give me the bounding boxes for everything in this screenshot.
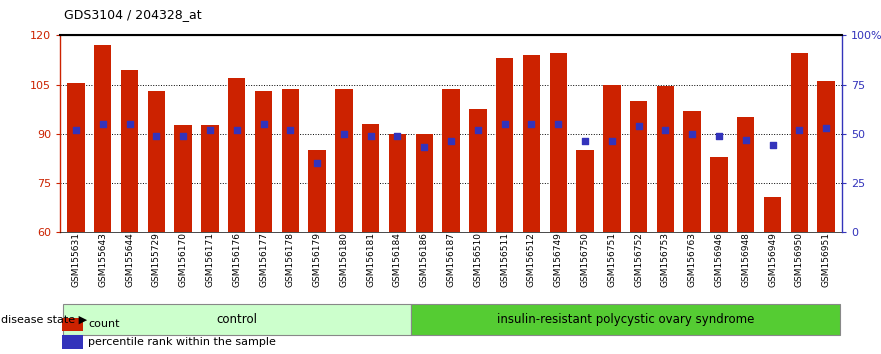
Text: GSM156176: GSM156176 (233, 232, 241, 287)
Bar (522, 55, 540, 232)
Point (578, 139, 592, 144)
Point (766, 143, 780, 148)
Point (149, 133, 163, 138)
Text: GSM155644: GSM155644 (125, 232, 134, 287)
Point (712, 133, 726, 138)
Bar (308, 150, 326, 232)
Point (337, 131, 351, 136)
Point (69, 127, 83, 132)
Text: GSM156949: GSM156949 (768, 232, 777, 287)
Bar (684, 111, 701, 232)
Point (418, 144, 432, 150)
Point (632, 123, 646, 129)
Text: GSM155631: GSM155631 (71, 232, 80, 287)
Bar (255, 91, 272, 232)
Bar (389, 134, 406, 232)
Text: GSM156170: GSM156170 (179, 232, 188, 287)
Bar (737, 117, 754, 232)
Bar (94, 45, 112, 232)
Bar (362, 124, 380, 232)
Point (122, 121, 137, 127)
Point (658, 127, 672, 132)
Bar (656, 86, 674, 232)
Bar (201, 125, 218, 232)
Point (96, 121, 110, 127)
Bar (282, 90, 299, 232)
Point (256, 121, 270, 127)
Point (524, 121, 538, 127)
Bar (576, 150, 594, 232)
Point (470, 127, 485, 132)
Text: GSM156763: GSM156763 (688, 232, 697, 287)
Text: percentile rank within the sample: percentile rank within the sample (88, 337, 276, 347)
Text: GSM156178: GSM156178 (285, 232, 295, 287)
Text: GSM156184: GSM156184 (393, 232, 402, 287)
Text: GSM155643: GSM155643 (99, 232, 107, 287)
Bar (603, 85, 620, 232)
Bar (442, 90, 460, 232)
Bar (228, 78, 246, 232)
Text: insulin-resistant polycystic ovary syndrome: insulin-resistant polycystic ovary syndr… (497, 313, 754, 326)
Text: count: count (88, 319, 120, 329)
Point (552, 121, 566, 127)
Bar (67, 83, 85, 232)
Bar (550, 53, 567, 232)
Text: GSM156749: GSM156749 (554, 232, 563, 287)
Point (819, 125, 833, 131)
Text: GSM156753: GSM156753 (661, 232, 670, 287)
Bar (818, 81, 835, 232)
Point (739, 137, 753, 142)
Point (310, 160, 324, 166)
Bar (710, 156, 728, 232)
Bar (764, 198, 781, 232)
Point (230, 127, 244, 132)
Text: GSM155729: GSM155729 (152, 232, 161, 287)
Text: GSM156180: GSM156180 (339, 232, 348, 287)
Bar (496, 58, 514, 232)
Bar (62, 318, 83, 331)
Point (604, 139, 618, 144)
Point (284, 127, 298, 132)
Bar (62, 335, 83, 349)
Bar (63, 304, 411, 335)
Bar (335, 90, 352, 232)
Point (203, 127, 217, 132)
Text: GSM156946: GSM156946 (714, 232, 723, 287)
Text: disease state ▶: disease state ▶ (1, 314, 87, 325)
Text: GSM156511: GSM156511 (500, 232, 509, 287)
Bar (630, 101, 648, 232)
Point (444, 139, 458, 144)
Point (792, 127, 806, 132)
Text: GSM156948: GSM156948 (741, 232, 751, 287)
Text: GSM156179: GSM156179 (313, 232, 322, 287)
Point (498, 121, 512, 127)
Point (685, 131, 700, 136)
Text: GSM156512: GSM156512 (527, 232, 536, 287)
Bar (416, 134, 433, 232)
Bar (174, 125, 192, 232)
Point (176, 133, 190, 138)
Bar (121, 70, 138, 232)
Bar (411, 304, 840, 335)
Bar (148, 91, 165, 232)
Text: GSM156950: GSM156950 (795, 232, 803, 287)
Bar (470, 109, 486, 232)
Text: control: control (216, 313, 257, 326)
Text: GSM156177: GSM156177 (259, 232, 268, 287)
Text: GSM156510: GSM156510 (473, 232, 483, 287)
Text: GSM156186: GSM156186 (419, 232, 429, 287)
Text: GSM156751: GSM156751 (607, 232, 617, 287)
Text: GSM156171: GSM156171 (205, 232, 214, 287)
Text: GSM156181: GSM156181 (366, 232, 375, 287)
Bar (790, 53, 808, 232)
Point (390, 133, 404, 138)
Point (364, 133, 378, 138)
Text: GSM156951: GSM156951 (822, 232, 831, 287)
Text: GSM156750: GSM156750 (581, 232, 589, 287)
Text: GDS3104 / 204328_at: GDS3104 / 204328_at (64, 8, 202, 21)
Text: GSM156187: GSM156187 (447, 232, 455, 287)
Text: GSM156752: GSM156752 (634, 232, 643, 287)
